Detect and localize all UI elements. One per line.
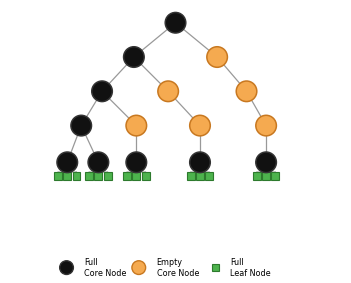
Text: Empty
Core Node: Empty Core Node <box>157 258 199 278</box>
Circle shape <box>256 152 276 173</box>
Circle shape <box>256 115 276 136</box>
FancyBboxPatch shape <box>123 172 131 180</box>
FancyBboxPatch shape <box>85 172 93 180</box>
FancyBboxPatch shape <box>142 172 150 180</box>
Circle shape <box>124 47 144 67</box>
FancyBboxPatch shape <box>253 172 261 180</box>
Circle shape <box>132 261 146 275</box>
Circle shape <box>60 261 73 275</box>
Circle shape <box>126 152 147 173</box>
Circle shape <box>88 152 109 173</box>
FancyBboxPatch shape <box>104 172 112 180</box>
Circle shape <box>190 152 210 173</box>
FancyBboxPatch shape <box>212 264 219 271</box>
Circle shape <box>92 81 112 102</box>
FancyBboxPatch shape <box>63 172 71 180</box>
Circle shape <box>190 115 210 136</box>
FancyBboxPatch shape <box>271 172 279 180</box>
FancyBboxPatch shape <box>94 172 102 180</box>
Circle shape <box>126 115 147 136</box>
Circle shape <box>57 152 78 173</box>
Circle shape <box>236 81 257 102</box>
Text: Full
Leaf Node: Full Leaf Node <box>230 258 271 278</box>
Circle shape <box>165 12 186 33</box>
Circle shape <box>158 81 178 102</box>
Circle shape <box>207 47 227 67</box>
FancyBboxPatch shape <box>196 172 204 180</box>
Text: Full
Core Node: Full Core Node <box>84 258 127 278</box>
Circle shape <box>71 115 92 136</box>
FancyBboxPatch shape <box>54 172 62 180</box>
FancyBboxPatch shape <box>205 172 213 180</box>
FancyBboxPatch shape <box>187 172 194 180</box>
FancyBboxPatch shape <box>132 172 140 180</box>
FancyBboxPatch shape <box>73 172 80 180</box>
FancyBboxPatch shape <box>262 172 270 180</box>
